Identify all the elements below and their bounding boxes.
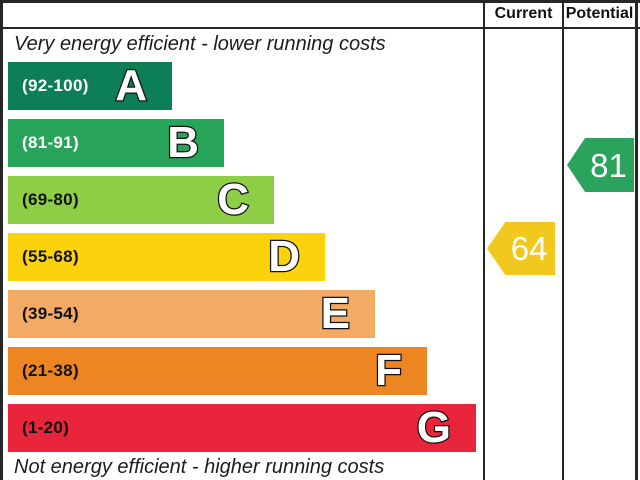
band-letter-C: C bbox=[216, 174, 250, 225]
band-row-A: (92-100) A bbox=[8, 60, 172, 111]
band-range-label-F: (21-38) bbox=[22, 361, 79, 380]
band-range-label-B: (81-91) bbox=[22, 133, 79, 152]
current-column-divider bbox=[483, 0, 485, 480]
band-letter-D: D bbox=[267, 231, 301, 282]
current-rating-value: 64 bbox=[510, 230, 548, 267]
bottom-caption: Not energy efficient - higher running co… bbox=[14, 456, 385, 478]
band-range-label-C: (69-80) bbox=[22, 190, 79, 209]
band-letter-A: A bbox=[114, 60, 148, 111]
potential-column-header: Potential bbox=[565, 4, 634, 22]
potential-column-divider bbox=[562, 0, 564, 480]
band-row-D: (55-68) D bbox=[8, 231, 325, 282]
band-row-G: (1-20) G bbox=[8, 402, 476, 453]
outer-border-left bbox=[0, 0, 3, 480]
band-range-label-E: (39-54) bbox=[22, 304, 79, 323]
band-row-B: (81-91) B bbox=[8, 117, 224, 168]
outer-border-top bbox=[0, 0, 640, 3]
band-letter-G: G bbox=[416, 402, 453, 453]
band-letter-B: B bbox=[166, 117, 200, 168]
current-rating-arrow: 64 bbox=[487, 222, 555, 275]
rating-bands: (92-100) A (81-91) B (69-80) C (55-68) D (39-54)… bbox=[8, 60, 483, 461]
band-row-E: (39-54) E bbox=[8, 288, 375, 339]
band-letter-E: E bbox=[319, 288, 351, 339]
band-row-C: (69-80) C bbox=[8, 174, 274, 225]
band-range-label-A: (92-100) bbox=[22, 76, 89, 95]
potential-rating-value: 81 bbox=[590, 146, 627, 184]
outer-border-right bbox=[635, 0, 638, 480]
top-caption: Very energy efficient - lower running co… bbox=[14, 33, 386, 55]
current-column-header: Current bbox=[494, 4, 553, 22]
header-underline bbox=[0, 27, 640, 29]
band-letter-F: F bbox=[374, 345, 403, 396]
band-row-F: (21-38) F bbox=[8, 345, 427, 396]
band-range-label-D: (55-68) bbox=[22, 247, 79, 266]
potential-rating-arrow: 81 bbox=[567, 138, 634, 192]
band-range-label-G: (1-20) bbox=[22, 418, 70, 437]
